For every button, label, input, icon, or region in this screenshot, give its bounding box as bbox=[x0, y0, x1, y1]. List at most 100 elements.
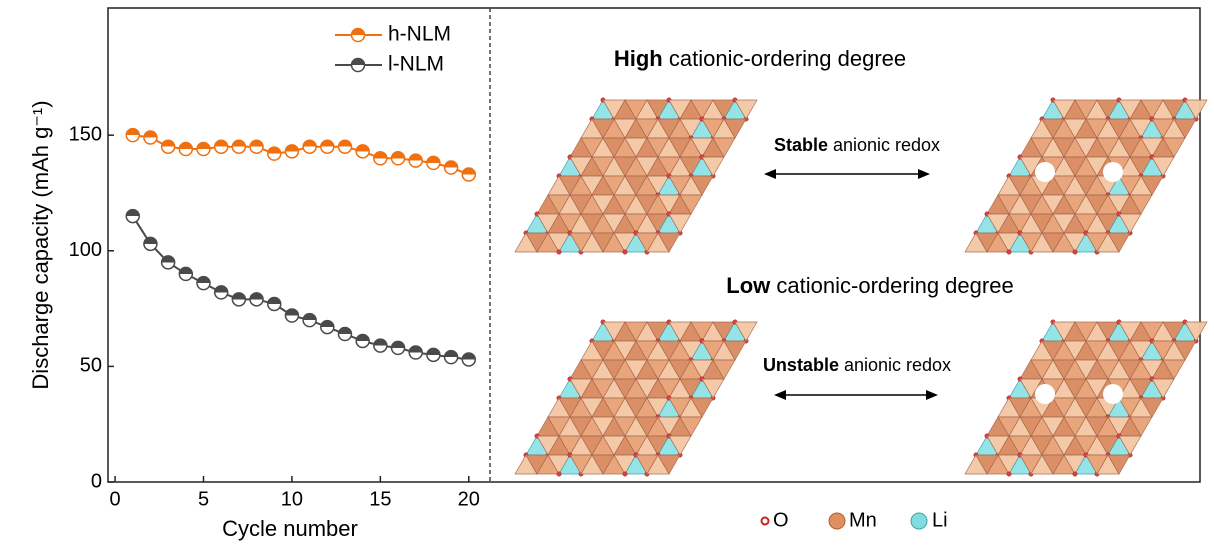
o-atom bbox=[1072, 471, 1078, 477]
y-axis-label: Discharge capacity (mAh g⁻¹) bbox=[28, 100, 53, 389]
data-point bbox=[125, 127, 141, 143]
mn-site bbox=[679, 194, 703, 215]
mn-site bbox=[1173, 340, 1197, 361]
data-point bbox=[178, 266, 194, 282]
data-point bbox=[302, 312, 317, 328]
data-point bbox=[266, 146, 282, 161]
vacancy bbox=[1103, 384, 1123, 404]
data-point bbox=[196, 275, 211, 291]
legend-text: Mn bbox=[849, 509, 877, 531]
mn-site bbox=[1173, 118, 1197, 139]
crystal-structure bbox=[964, 319, 1208, 477]
title-bold: Low bbox=[726, 273, 771, 298]
arrow-label: Unstable anionic redox bbox=[763, 355, 951, 375]
mn-site bbox=[1162, 137, 1186, 158]
mn-site bbox=[1151, 156, 1175, 177]
mn-site bbox=[679, 416, 703, 437]
data-point bbox=[355, 333, 370, 349]
data-point bbox=[249, 292, 264, 307]
x-tick-label: 0 bbox=[110, 488, 121, 510]
legend-text: Li bbox=[932, 509, 948, 531]
panel-title: High cationic-ordering degree bbox=[614, 46, 906, 71]
data-point bbox=[320, 319, 335, 335]
data-point bbox=[320, 139, 335, 154]
mn-site bbox=[1151, 378, 1175, 399]
o-atom bbox=[556, 471, 562, 477]
mn-site bbox=[1107, 454, 1131, 475]
panel-title: Low cationic-ordering degree bbox=[726, 273, 1013, 298]
title-rest: cationic-ordering degree bbox=[776, 273, 1013, 298]
x-tick-label: 10 bbox=[281, 488, 303, 510]
o-atom bbox=[1072, 249, 1078, 255]
o-atom bbox=[1006, 471, 1012, 477]
mn-site bbox=[657, 232, 681, 253]
mn-site bbox=[701, 156, 725, 177]
mn-site bbox=[1184, 99, 1208, 120]
legend-marker bbox=[350, 27, 366, 43]
mn-site bbox=[1129, 194, 1153, 215]
x-tick-label: 15 bbox=[369, 488, 391, 510]
y-tick-label: 0 bbox=[91, 470, 102, 492]
mn-site bbox=[712, 359, 736, 380]
species-legend: O Mn Li bbox=[760, 509, 948, 531]
arrows bbox=[764, 169, 938, 400]
arrow-rest: anionic redox bbox=[844, 355, 951, 375]
data-point bbox=[461, 167, 477, 182]
data-point bbox=[390, 151, 406, 166]
data-point bbox=[231, 292, 247, 307]
mn-site bbox=[1118, 435, 1142, 456]
mn-site bbox=[1140, 397, 1164, 418]
mn-site bbox=[668, 213, 692, 234]
x-axis-label: Cycle number bbox=[222, 516, 358, 541]
data-point bbox=[284, 308, 300, 323]
legend-marker bbox=[350, 57, 366, 73]
title-rest: cationic-ordering degree bbox=[669, 46, 906, 71]
mn-site bbox=[723, 340, 747, 361]
mn-site bbox=[657, 454, 681, 475]
data-point bbox=[408, 153, 423, 168]
data-point bbox=[373, 338, 388, 353]
mn-site bbox=[701, 378, 725, 399]
crystal-structure bbox=[514, 319, 758, 477]
mn-swatch bbox=[828, 512, 846, 530]
mn-site bbox=[690, 397, 714, 418]
o-atom bbox=[622, 471, 628, 477]
data-point bbox=[337, 326, 353, 342]
data-point bbox=[196, 141, 211, 157]
data-point bbox=[461, 352, 477, 367]
data-point bbox=[143, 130, 158, 145]
mn-site bbox=[690, 175, 714, 196]
series-line bbox=[131, 215, 469, 361]
x-tick-label: 5 bbox=[198, 488, 209, 510]
arrow-bold: Stable bbox=[774, 135, 828, 155]
data-point bbox=[337, 139, 353, 154]
data-point bbox=[231, 139, 247, 154]
mn-site bbox=[1184, 321, 1208, 342]
data-point bbox=[160, 139, 176, 154]
legend-text: O bbox=[773, 509, 789, 531]
crystal-structure bbox=[964, 97, 1208, 255]
vacancy bbox=[1103, 162, 1123, 182]
mn-site bbox=[734, 321, 758, 342]
legend-label: l-NLM bbox=[388, 53, 444, 76]
frame bbox=[107, 7, 1201, 483]
data-point bbox=[355, 144, 370, 159]
mn-site bbox=[1118, 213, 1142, 234]
y-tick-label: 100 bbox=[69, 239, 102, 261]
o-swatch bbox=[760, 516, 770, 526]
data-point bbox=[143, 236, 158, 252]
mn-site bbox=[712, 137, 736, 158]
y-tick-label: 150 bbox=[69, 123, 102, 145]
data-point bbox=[213, 285, 229, 300]
mn-site bbox=[1140, 175, 1164, 196]
arrow-rest: anionic redox bbox=[833, 135, 940, 155]
mn-site bbox=[734, 99, 758, 120]
vacancy bbox=[1035, 162, 1055, 182]
legend-label: h-NLM bbox=[388, 23, 451, 46]
mn-site bbox=[723, 118, 747, 139]
o-atom bbox=[622, 249, 628, 255]
vacancy bbox=[1035, 384, 1055, 404]
data-point bbox=[390, 340, 406, 356]
